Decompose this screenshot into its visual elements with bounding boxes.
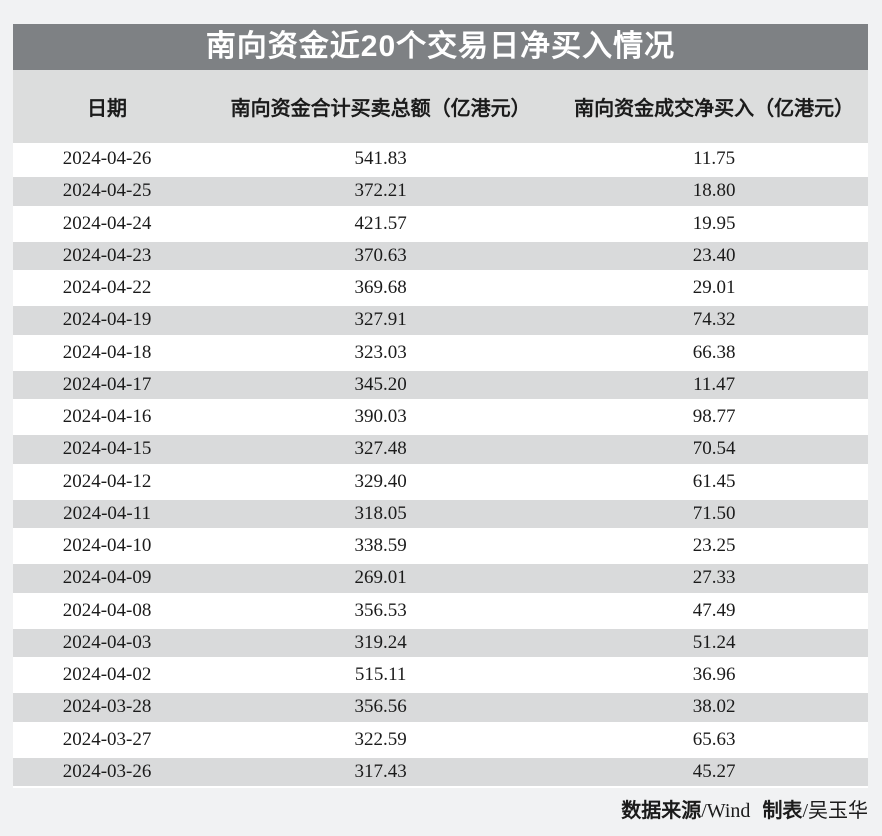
table-row: 2024-04-17 345.20 11.47 <box>13 368 868 401</box>
table-body: 2024-04-26 541.83 11.75 2024-04-25 372.21 18.… <box>13 143 868 788</box>
total-turnover-cell: 319.24 <box>201 626 561 659</box>
table-row: 2024-04-09 269.01 27.33 <box>13 562 868 595</box>
total-turnover-cell: 269.01 <box>201 562 561 595</box>
total-turnover-cell: 338.59 <box>201 530 561 563</box>
column-header-total-turnover: 南向资金合计买卖总额（亿港元） <box>201 70 561 143</box>
page-title: 南向资金近20个交易日净买入情况 <box>13 24 868 70</box>
data-table: 日期 南向资金合计买卖总额（亿港元） 南向资金成交净买入（亿港元） 2024-0… <box>13 70 868 788</box>
date-cell: 2024-04-23 <box>13 239 202 272</box>
date-cell: 2024-03-27 <box>13 723 202 756</box>
total-turnover-cell: 318.05 <box>201 497 561 530</box>
net-buy-cell: 11.47 <box>560 368 868 401</box>
data-source-label: 数据来源 <box>621 800 702 822</box>
table-row: 2024-04-18 323.03 66.38 <box>13 336 868 369</box>
date-cell: 2024-04-17 <box>13 368 202 401</box>
date-cell: 2024-04-10 <box>13 530 202 563</box>
total-turnover-cell: 329.40 <box>201 465 561 498</box>
column-header-date: 日期 <box>13 70 202 143</box>
table-row: 2024-04-25 372.21 18.80 <box>13 175 868 208</box>
date-cell: 2024-03-26 <box>13 755 202 788</box>
net-buy-cell: 38.02 <box>560 691 868 724</box>
total-turnover-cell: 421.57 <box>201 207 561 240</box>
date-cell: 2024-04-26 <box>13 143 202 176</box>
date-cell: 2024-04-25 <box>13 175 202 208</box>
date-cell: 2024-04-19 <box>13 304 202 337</box>
date-cell: 2024-04-11 <box>13 497 202 530</box>
date-cell: 2024-04-03 <box>13 626 202 659</box>
table-figure: 南向资金近20个交易日净买入情况 日期 南向资金合计买卖总额（亿港元） 南向资金… <box>13 24 868 788</box>
net-buy-cell: 45.27 <box>560 755 868 788</box>
footer-credit: 数据来源/Wind 制表/吴玉华 <box>13 796 868 826</box>
table-row: 2024-04-12 329.40 61.45 <box>13 465 868 498</box>
total-turnover-cell: 345.20 <box>201 368 561 401</box>
net-buy-cell: 61.45 <box>560 465 868 498</box>
table-maker-value: /吴玉华 <box>802 800 868 822</box>
net-buy-cell: 19.95 <box>560 207 868 240</box>
date-cell: 2024-04-16 <box>13 401 202 434</box>
total-turnover-cell: 322.59 <box>201 723 561 756</box>
table-row: 2024-04-26 541.83 11.75 <box>13 143 868 176</box>
table-row: 2024-04-19 327.91 74.32 <box>13 304 868 337</box>
table-row: 2024-03-27 322.59 65.63 <box>13 723 868 756</box>
total-turnover-cell: 356.56 <box>201 691 561 724</box>
total-turnover-cell: 372.21 <box>201 175 561 208</box>
total-turnover-cell: 323.03 <box>201 336 561 369</box>
net-buy-cell: 47.49 <box>560 594 868 627</box>
table-row: 2024-04-22 369.68 29.01 <box>13 272 868 305</box>
table-row: 2024-04-02 515.11 36.96 <box>13 659 868 692</box>
net-buy-cell: 70.54 <box>560 433 868 466</box>
total-turnover-cell: 356.53 <box>201 594 561 627</box>
net-buy-cell: 23.25 <box>560 530 868 563</box>
table-row: 2024-04-16 390.03 98.77 <box>13 401 868 434</box>
net-buy-cell: 98.77 <box>560 401 868 434</box>
net-buy-cell: 74.32 <box>560 304 868 337</box>
table-header: 日期 南向资金合计买卖总额（亿港元） 南向资金成交净买入（亿港元） <box>13 70 868 143</box>
table-row: 2024-03-26 317.43 45.27 <box>13 755 868 788</box>
date-cell: 2024-04-24 <box>13 207 202 240</box>
date-cell: 2024-04-08 <box>13 594 202 627</box>
net-buy-cell: 65.63 <box>560 723 868 756</box>
total-turnover-cell: 390.03 <box>201 401 561 434</box>
net-buy-cell: 18.80 <box>560 175 868 208</box>
total-turnover-cell: 370.63 <box>201 239 561 272</box>
table-row: 2024-04-08 356.53 47.49 <box>13 594 868 627</box>
table-row: 2024-04-03 319.24 51.24 <box>13 626 868 659</box>
date-cell: 2024-04-12 <box>13 465 202 498</box>
net-buy-cell: 66.38 <box>560 336 868 369</box>
table-row: 2024-04-11 318.05 71.50 <box>13 497 868 530</box>
net-buy-cell: 23.40 <box>560 239 868 272</box>
column-header-net-buy: 南向资金成交净买入（亿港元） <box>560 70 868 143</box>
date-cell: 2024-04-09 <box>13 562 202 595</box>
total-turnover-cell: 369.68 <box>201 272 561 305</box>
net-buy-cell: 27.33 <box>560 562 868 595</box>
total-turnover-cell: 327.91 <box>201 304 561 337</box>
net-buy-cell: 11.75 <box>560 143 868 176</box>
net-buy-cell: 36.96 <box>560 659 868 692</box>
table-row: 2024-04-24 421.57 19.95 <box>13 207 868 240</box>
net-buy-cell: 51.24 <box>560 626 868 659</box>
date-cell: 2024-03-28 <box>13 691 202 724</box>
table-maker-label: 制表 <box>762 800 803 822</box>
total-turnover-cell: 541.83 <box>201 143 561 176</box>
date-cell: 2024-04-22 <box>13 272 202 305</box>
table-row: 2024-04-10 338.59 23.25 <box>13 530 868 563</box>
total-turnover-cell: 327.48 <box>201 433 561 466</box>
total-turnover-cell: 515.11 <box>201 659 561 692</box>
table-row: 2024-04-15 327.48 70.54 <box>13 433 868 466</box>
date-cell: 2024-04-02 <box>13 659 202 692</box>
table-row: 2024-04-23 370.63 23.40 <box>13 239 868 272</box>
net-buy-cell: 71.50 <box>560 497 868 530</box>
data-source-value: /Wind <box>701 800 751 822</box>
table-row: 2024-03-28 356.56 38.02 <box>13 691 868 724</box>
date-cell: 2024-04-18 <box>13 336 202 369</box>
date-cell: 2024-04-15 <box>13 433 202 466</box>
net-buy-cell: 29.01 <box>560 272 868 305</box>
total-turnover-cell: 317.43 <box>201 755 561 788</box>
header-row: 日期 南向资金合计买卖总额（亿港元） 南向资金成交净买入（亿港元） <box>13 70 868 143</box>
